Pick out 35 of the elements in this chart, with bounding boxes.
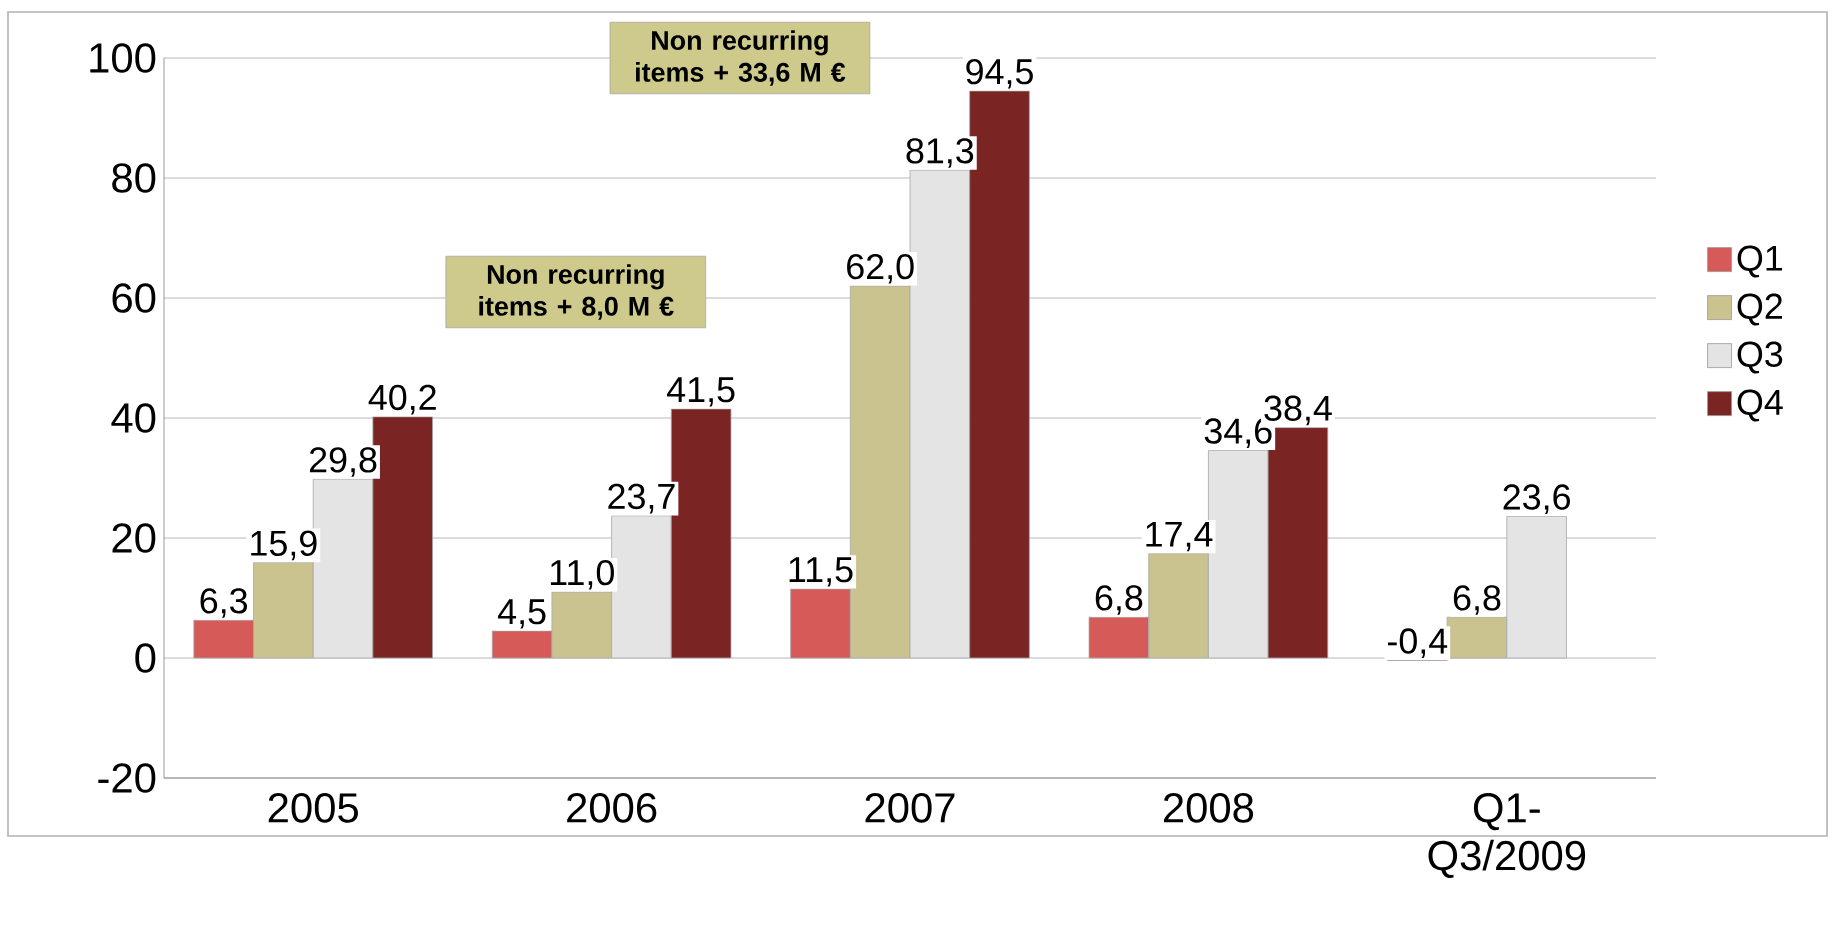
x-tick-label: 2006 (567, 793, 657, 823)
annotation: Non recurring items + 33,6 M € (636, 30, 846, 86)
data-label: 15,9 (251, 530, 317, 561)
y-tick-label: 0 (135, 643, 156, 673)
data-label: -0,4 (1387, 628, 1448, 659)
data-label: 17,4 (1146, 521, 1213, 552)
legend-label: Q4 (1737, 389, 1783, 422)
data-label: 94,5 (966, 58, 1033, 89)
x-tick-label: 2008 (1163, 793, 1254, 823)
annotation: Non recurring items + 8,0 M € (479, 264, 674, 320)
data-label: 11,0 (550, 559, 614, 590)
x-tick-label: Q1-Q3/2009 (1428, 793, 1586, 878)
data-label: 4,5 (497, 599, 546, 629)
x-tick-label: 2007 (865, 793, 955, 823)
y-tick-label: 40 (111, 403, 156, 433)
data-label: 41,5 (667, 377, 735, 407)
legend-label: Q3 (1737, 341, 1783, 374)
data-label: 6,8 (1453, 585, 1501, 615)
data-label: 6,8 (1095, 585, 1143, 615)
y-tick-label: -20 (98, 763, 156, 793)
data-label: 11,5 (789, 557, 853, 587)
data-label: 23,6 (1503, 484, 1570, 514)
data-label: 40,2 (368, 384, 436, 415)
y-tick-label: 100 (90, 43, 156, 73)
legend-label: Q1 (1737, 245, 1783, 278)
data-label: 23,7 (608, 483, 675, 514)
data-label: 81,3 (906, 138, 974, 168)
data-label: 62,0 (847, 253, 914, 284)
y-tick-label: 20 (112, 523, 156, 553)
data-label: 29,8 (309, 447, 377, 477)
y-tick-label: 80 (112, 163, 156, 193)
y-tick-label: 60 (112, 283, 156, 313)
x-tick-label: 2005 (268, 793, 358, 823)
data-label: 6,3 (200, 588, 248, 618)
legend-label: Q2 (1737, 293, 1782, 326)
